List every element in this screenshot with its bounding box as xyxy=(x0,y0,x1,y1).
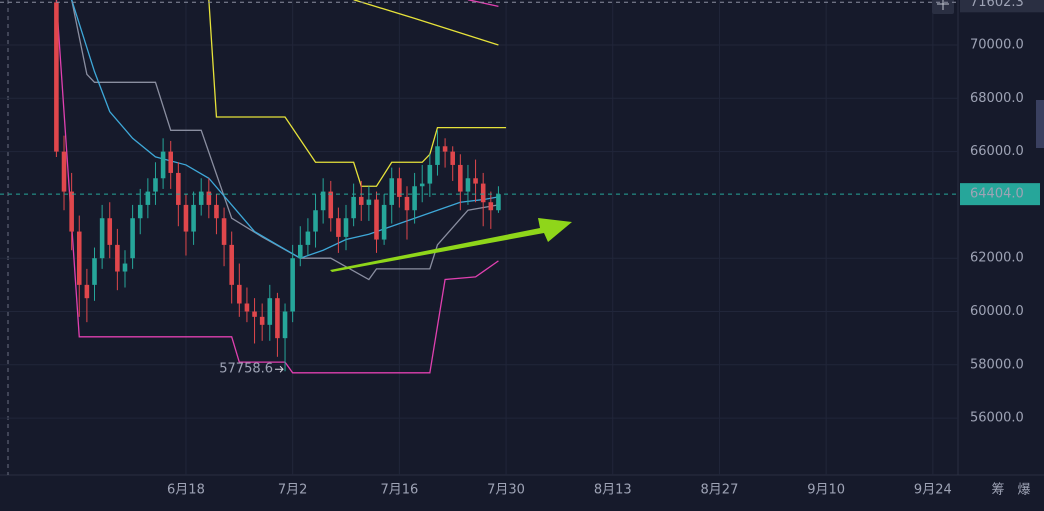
candle-body xyxy=(488,202,494,211)
candle-body xyxy=(458,164,463,192)
candle-body xyxy=(366,199,372,205)
trend-arrow xyxy=(330,218,572,272)
axes: 56000.0 58000.0 60000.0 62000.0 66000.0 68000… xyxy=(167,38,1030,498)
candle-body xyxy=(282,311,288,339)
candle-body xyxy=(115,244,120,272)
candle-body xyxy=(427,164,433,184)
candle-body xyxy=(381,204,387,240)
candle-body xyxy=(480,183,486,203)
candle-body xyxy=(404,196,410,211)
candle-body xyxy=(435,146,440,165)
candle-body xyxy=(160,151,166,179)
y-tick-label: 66000.0 xyxy=(970,144,1024,159)
candle-body xyxy=(389,178,395,205)
candle-body xyxy=(198,191,204,205)
candle-body xyxy=(76,231,82,285)
candle-body xyxy=(130,218,135,259)
candle-body xyxy=(313,210,318,232)
x-tick-label: 6月18 xyxy=(167,483,205,498)
indicator-line xyxy=(208,0,507,187)
candle-body xyxy=(267,298,273,325)
candle-body xyxy=(374,199,379,240)
candle-body xyxy=(168,151,174,173)
candle-body xyxy=(92,258,97,285)
x-tick-label: 7月16 xyxy=(380,483,418,498)
candle-body xyxy=(137,204,143,219)
last-price-label: 64404.0 xyxy=(970,187,1024,202)
candle-body xyxy=(69,191,74,232)
low-price-label: 57758.6 xyxy=(219,362,273,377)
high-price-box xyxy=(960,0,1044,13)
candle-body xyxy=(450,151,455,165)
candle-body xyxy=(259,316,265,325)
candle-body xyxy=(99,218,105,259)
y-tick-label: 56000.0 xyxy=(970,411,1024,426)
y-tick-label: 62000.0 xyxy=(970,251,1024,266)
candle-body xyxy=(442,146,448,152)
x-tick-label: 8月13 xyxy=(594,483,632,498)
indicator-line xyxy=(467,0,499,8)
candle-body xyxy=(229,244,234,285)
plus-icon xyxy=(937,0,949,10)
candle-body xyxy=(252,311,257,317)
candle-body xyxy=(465,178,471,192)
candle-body xyxy=(191,204,196,232)
annotations: 71602.3 64404.0 57758.6 xyxy=(0,0,1044,377)
high-price-label: 71602.3 xyxy=(970,0,1024,10)
candle-body xyxy=(206,191,212,205)
candle-body xyxy=(358,196,364,205)
candle-body xyxy=(145,191,151,205)
candle-body xyxy=(84,284,90,299)
candle-body xyxy=(419,183,425,187)
candle-body xyxy=(290,258,295,312)
candle-body xyxy=(305,231,311,245)
y-tick-label: 60000.0 xyxy=(970,304,1024,319)
candle-body xyxy=(275,298,280,339)
candle-body xyxy=(397,178,402,197)
indicator-line xyxy=(353,0,499,46)
y-tick-label: 68000.0 xyxy=(970,91,1024,106)
side-tab[interactable] xyxy=(1036,100,1044,148)
x-tick-label: 7月2 xyxy=(278,483,308,498)
candle-body xyxy=(351,196,356,219)
y-tick-label: 58000.0 xyxy=(970,357,1024,372)
candles xyxy=(54,0,501,372)
x-tick-label: 9月10 xyxy=(807,483,845,498)
candle-body xyxy=(496,194,501,211)
candle-body xyxy=(214,204,219,219)
candle-body xyxy=(176,172,181,205)
candle-body xyxy=(412,186,417,211)
indicator-line xyxy=(55,0,499,374)
candle-body xyxy=(237,284,242,304)
candle-body xyxy=(61,151,67,192)
candle-body xyxy=(122,263,128,272)
candle-body xyxy=(183,204,189,232)
candle-body xyxy=(297,244,303,259)
x-tick-label: 7月30 xyxy=(487,483,525,498)
low-price-arrow xyxy=(275,365,284,373)
y-tick-label: 70000.0 xyxy=(970,38,1024,53)
toolbar-button[interactable]: 爆 xyxy=(1017,483,1030,498)
candle-body xyxy=(244,303,250,312)
candle-body xyxy=(153,178,158,192)
indicators xyxy=(55,0,507,374)
candle-body xyxy=(343,218,349,237)
candle-body xyxy=(221,218,227,245)
candle-body xyxy=(328,191,334,219)
candle-body xyxy=(54,2,59,152)
x-tick-label: 9月24 xyxy=(914,483,952,498)
indicator-line xyxy=(71,0,499,259)
candle-body xyxy=(107,218,113,245)
toolbar-button[interactable]: 筹 xyxy=(991,482,1004,498)
candle-body xyxy=(473,178,478,184)
candle-body xyxy=(336,218,341,237)
candle-body xyxy=(320,191,326,211)
x-tick-label: 8月27 xyxy=(701,483,739,498)
last-price-box xyxy=(960,183,1040,206)
